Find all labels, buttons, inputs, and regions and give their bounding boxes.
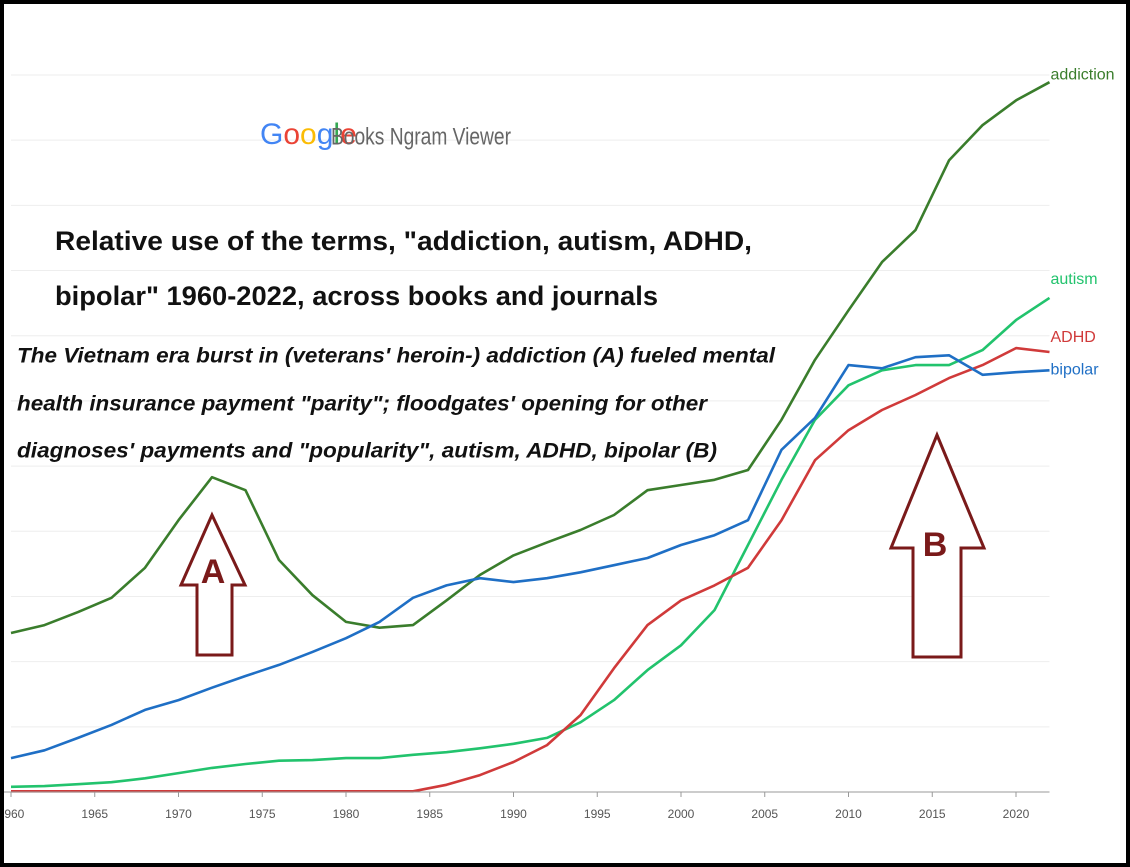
- x-tick-label: 2005: [751, 807, 778, 821]
- annotation: diagnoses' payments and "popularity", au…: [17, 440, 717, 463]
- arrow-a: [178, 511, 248, 657]
- x-tick-label: 2020: [1003, 807, 1030, 821]
- x-tick-label: 1980: [333, 807, 360, 821]
- logo-text: Books Ngram Viewer: [331, 123, 511, 150]
- x-tick-label: 1965: [81, 807, 108, 821]
- series-line: [10, 354, 1050, 760]
- x-tick-label: 1975: [249, 807, 276, 821]
- arrow-b: [888, 431, 987, 659]
- series-label: addiction: [1051, 66, 1115, 83]
- x-tick-label: 1985: [416, 807, 443, 821]
- lines: addiction autism ADHD bipolar: [10, 66, 1115, 793]
- x-tick-label: 2000: [668, 807, 695, 821]
- series-label: autism: [1051, 271, 1098, 288]
- annotation: The Vietnam era burst in (veterans' hero…: [17, 345, 776, 368]
- x-tick-label: 2010: [835, 807, 862, 821]
- x-axis: 1960 1965 1970 1975 1980 1985 1990 1995 2000 2005…: [0, 791, 1050, 821]
- logo-google: Google: [260, 118, 357, 151]
- series-label: ADHD: [1051, 329, 1096, 346]
- arrow-label: B: [923, 526, 948, 564]
- x-tick-label: 2015: [919, 807, 946, 821]
- x-tick-label: 1995: [584, 807, 611, 821]
- series-line: [10, 81, 1051, 635]
- series-line: [11, 346, 1050, 793]
- grid: [11, 74, 1050, 793]
- arrow-label: A: [201, 553, 226, 591]
- annotation: health insurance payment "parity"; flood…: [17, 393, 709, 416]
- x-tick-label: 1990: [500, 807, 527, 821]
- x-tick-label: 1970: [165, 807, 192, 821]
- series-line: [10, 296, 1051, 789]
- series-label: bipolar: [1051, 361, 1100, 378]
- title: bipolar" 1960-2022, across books and jou…: [55, 281, 658, 311]
- x-tick-label: 1960: [0, 807, 25, 821]
- title: Relative use of the terms, "addiction, a…: [55, 226, 752, 256]
